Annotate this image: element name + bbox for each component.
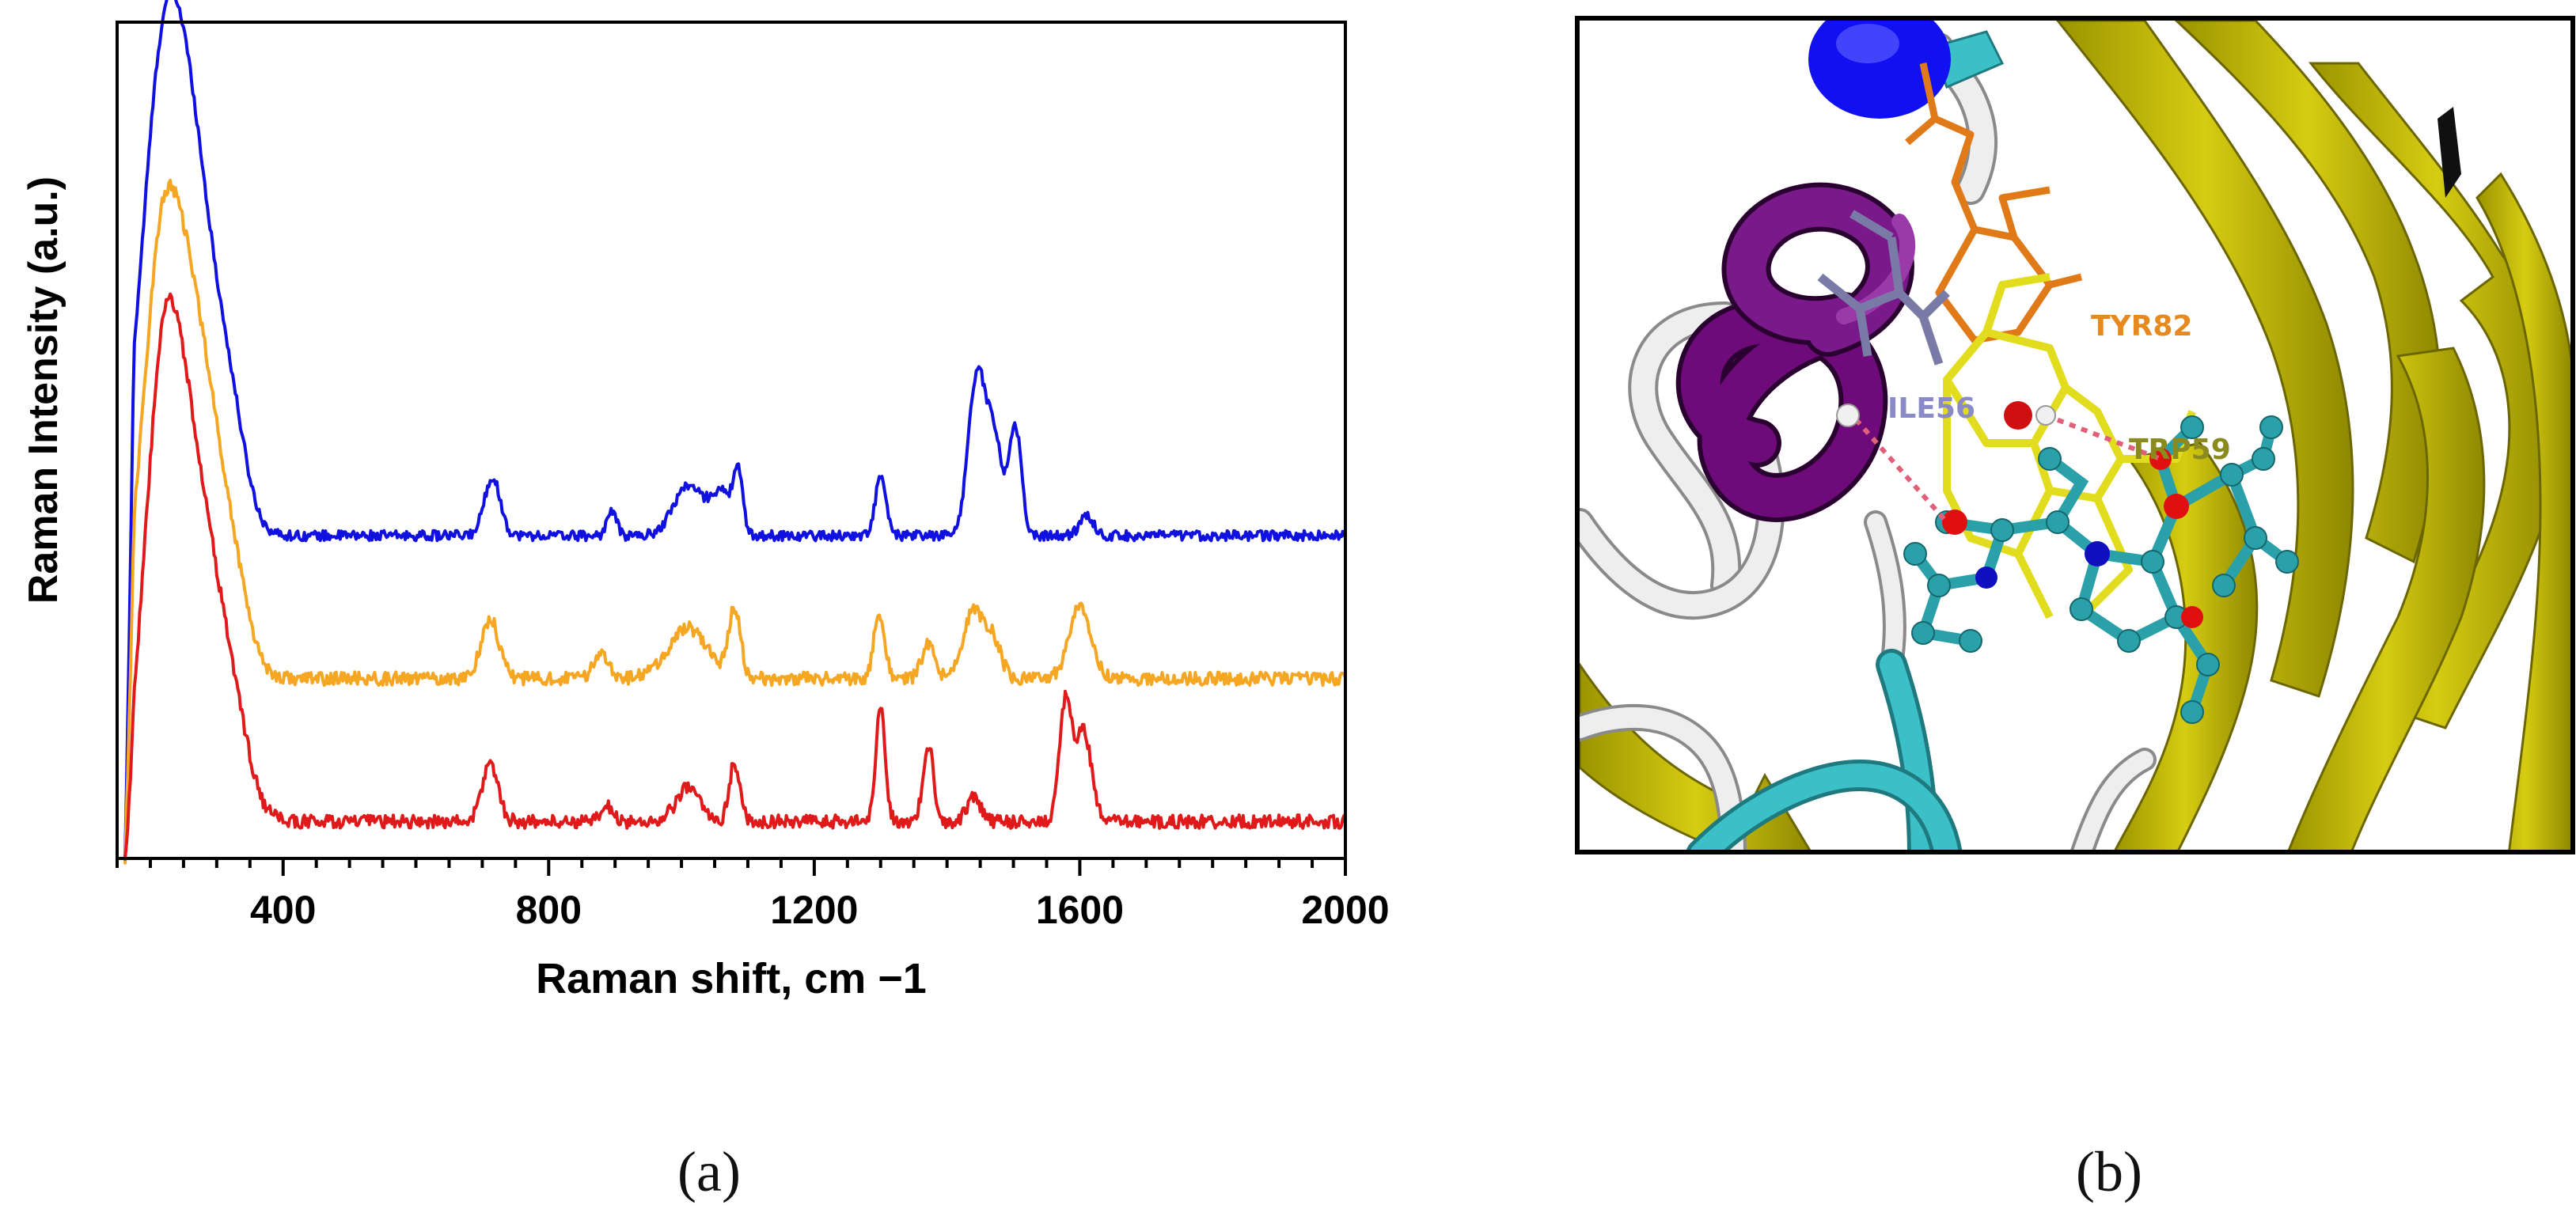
series-line-2 — [123, 178, 1347, 865]
protein-structure-view: TYR82 ILE56 TRP59 — [1575, 16, 2575, 854]
tyr82-sidechain — [1905, 63, 2083, 344]
panel-label-a: (a) — [677, 1140, 741, 1203]
series-line-1 — [123, 0, 1347, 858]
x-tick-label: 1600 — [1036, 888, 1124, 932]
charged-residue — [1808, 21, 1951, 119]
x-axis-label: Raman shift, cm −1 — [536, 955, 927, 1002]
bond-atoms — [1836, 401, 2056, 430]
residue-label-trp59: TRP59 — [2129, 434, 2231, 466]
panel-label-b: (b) — [2076, 1140, 2142, 1203]
ligand-ball-and-stick — [1903, 415, 2299, 724]
hydrogen-bonds — [1853, 413, 2162, 524]
series-line-3 — [123, 292, 1347, 861]
beta-sheet-ribbons — [1580, 21, 2570, 850]
x-tick-label: 2000 — [1301, 888, 1389, 932]
plot-frame — [116, 21, 1347, 860]
trp59-sidechain — [1943, 273, 2196, 620]
residue-label-tyr82: TYR82 — [2091, 310, 2192, 343]
structure-frame — [1575, 16, 2575, 854]
ile56-sidechain — [1817, 210, 1950, 366]
residue-label-ile56: ILE56 — [1887, 392, 1975, 425]
x-tick-label: 400 — [250, 888, 316, 932]
raman-chart: 400 800 1200 1600 2000 Raman shift, cm −1 Rama… — [21, 0, 1390, 1002]
x-tick-label: 800 — [516, 888, 582, 932]
y-axis-label: Raman Intensity (a.u.) — [21, 176, 66, 604]
x-tick-label: 1200 — [770, 888, 858, 932]
molecule-scene: TYR82 ILE56 TRP59 — [1580, 21, 2570, 850]
